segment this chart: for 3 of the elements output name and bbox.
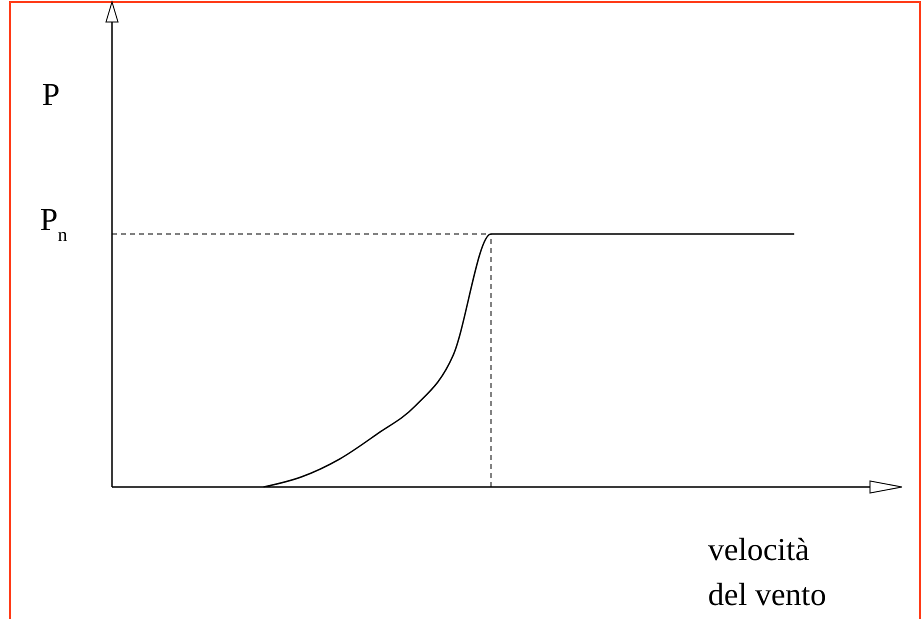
ref-line-label: P$_{n}$ — [40, 201, 68, 246]
y-axis-title: P — [42, 76, 60, 112]
x-axis-title: velocità del vento — [708, 531, 826, 612]
